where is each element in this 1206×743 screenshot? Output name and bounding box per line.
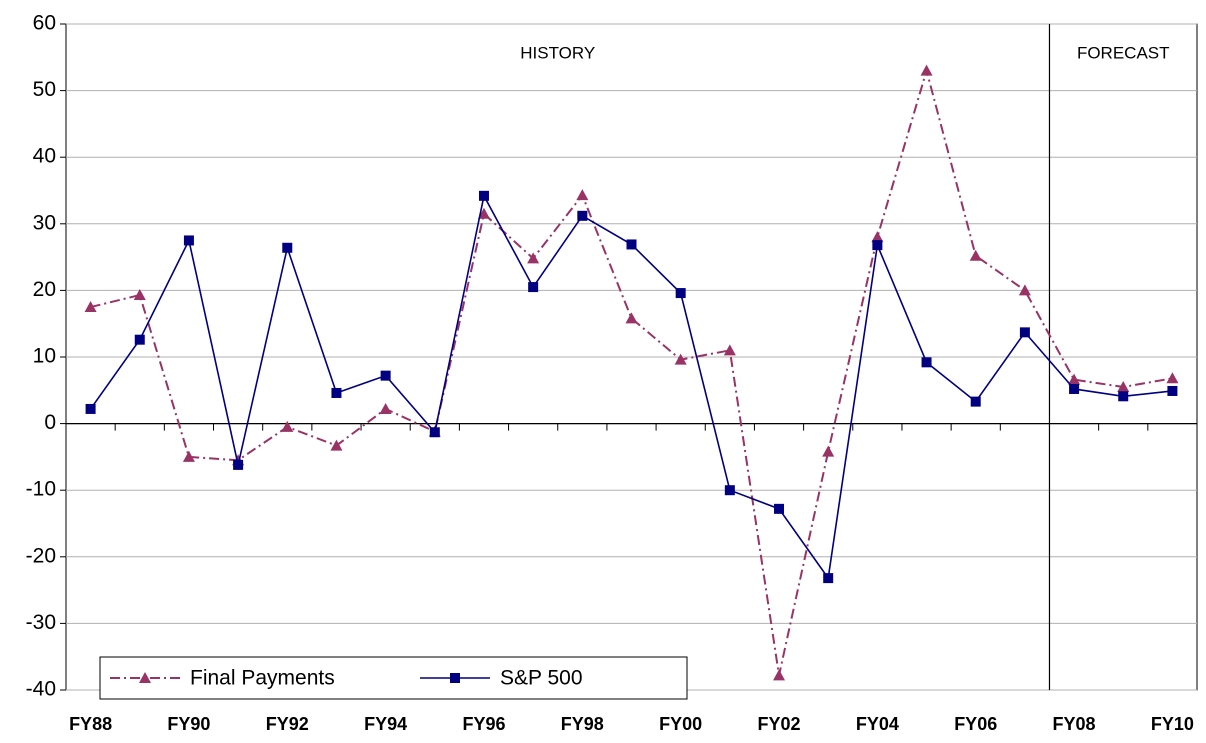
marker — [139, 672, 151, 683]
y-tick-label: -10 — [26, 478, 56, 501]
marker — [281, 420, 294, 432]
marker — [970, 396, 981, 407]
marker — [527, 252, 540, 264]
x-tick-label: FY94 — [364, 714, 407, 734]
y-tick-label: 30 — [33, 211, 56, 234]
marker — [183, 235, 194, 246]
x-tick-label: FY98 — [561, 714, 604, 734]
annotation: HISTORY — [520, 43, 595, 62]
marker — [1166, 372, 1179, 384]
marker — [1167, 385, 1178, 396]
marker — [773, 669, 786, 681]
y-tick-label: -40 — [26, 678, 56, 701]
marker — [1117, 380, 1130, 392]
marker — [920, 64, 933, 76]
marker — [85, 403, 96, 414]
marker — [674, 353, 687, 365]
y-tick-label: 20 — [33, 278, 56, 301]
marker — [282, 242, 293, 253]
y-tick-label: -20 — [26, 544, 56, 567]
marker — [330, 439, 343, 451]
marker — [872, 240, 883, 251]
marker — [921, 357, 932, 368]
x-tick-label: FY08 — [1053, 714, 1096, 734]
marker — [478, 190, 489, 201]
marker — [1118, 391, 1129, 402]
y-tick-label: 50 — [33, 78, 56, 101]
legend — [99, 656, 688, 700]
marker — [1018, 284, 1031, 296]
marker — [84, 301, 97, 313]
marker — [450, 673, 460, 683]
series-line — [90, 66, 1173, 676]
marker — [723, 344, 736, 356]
marker — [626, 239, 637, 250]
x-tick-label: FY00 — [659, 714, 702, 734]
x-tick-label: FY92 — [266, 714, 309, 734]
marker — [379, 402, 392, 414]
legend-label: Final Payments — [190, 667, 335, 690]
marker — [675, 288, 686, 299]
y-tick-label: 0 — [44, 411, 56, 434]
marker — [625, 312, 638, 324]
marker — [724, 485, 735, 496]
marker — [823, 573, 834, 584]
marker — [822, 445, 835, 457]
marker — [969, 249, 982, 261]
marker — [576, 189, 589, 201]
marker — [477, 207, 490, 219]
marker — [1068, 373, 1081, 385]
x-tick-label: FY04 — [856, 714, 899, 734]
marker — [134, 334, 145, 345]
marker — [1069, 383, 1080, 394]
x-tick-label: FY06 — [954, 714, 997, 734]
y-tick-label: 60 — [33, 12, 56, 35]
marker — [133, 289, 146, 301]
marker — [380, 370, 391, 381]
x-tick-label: FY96 — [462, 714, 505, 734]
x-tick-label: FY10 — [1151, 714, 1194, 734]
marker — [577, 210, 588, 221]
annotation: FORECAST — [1077, 43, 1170, 62]
x-tick-label: FY88 — [69, 714, 112, 734]
x-tick-label: FY02 — [758, 714, 801, 734]
x-tick-label: FY90 — [167, 714, 210, 734]
marker — [233, 459, 244, 470]
marker — [528, 282, 539, 293]
marker — [871, 231, 884, 243]
y-tick-label: -30 — [26, 611, 56, 634]
marker — [774, 503, 785, 514]
marker — [429, 427, 440, 438]
marker — [182, 450, 195, 462]
marker — [1019, 327, 1030, 338]
y-tick-label: 40 — [33, 145, 56, 168]
marker — [331, 387, 342, 398]
y-tick-label: 10 — [33, 345, 56, 368]
legend-label: S&P 500 — [500, 667, 583, 690]
